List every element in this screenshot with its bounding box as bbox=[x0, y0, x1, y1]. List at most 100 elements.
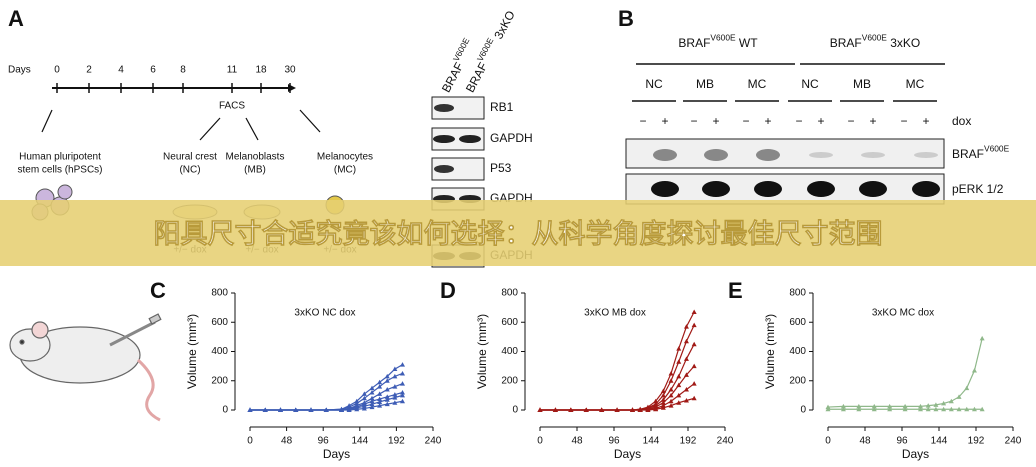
point-marker bbox=[683, 338, 689, 344]
band bbox=[807, 181, 835, 197]
row-label: RB1 bbox=[490, 100, 514, 114]
point-marker bbox=[630, 407, 635, 412]
y-tick-label: 800 bbox=[211, 288, 228, 299]
panel-label: B bbox=[618, 6, 634, 31]
point-marker bbox=[683, 324, 689, 329]
point-marker bbox=[948, 406, 954, 412]
band bbox=[702, 181, 730, 197]
point-marker bbox=[683, 356, 689, 361]
point-marker bbox=[369, 401, 375, 407]
x-tick-label: 240 bbox=[1005, 436, 1022, 447]
group-label-base: BRAF bbox=[678, 36, 710, 50]
point-marker bbox=[346, 407, 352, 412]
cell-label: Neural crest bbox=[163, 152, 217, 163]
point-marker bbox=[660, 397, 666, 402]
cell-label: stem cells (hPSCs) bbox=[17, 165, 102, 176]
x-axis-label: Days bbox=[902, 447, 929, 461]
point-marker bbox=[676, 359, 682, 364]
point-marker bbox=[400, 362, 405, 367]
point-marker bbox=[887, 403, 893, 409]
point-marker bbox=[361, 406, 367, 411]
point-marker bbox=[645, 407, 651, 412]
point-marker bbox=[691, 309, 697, 315]
row-label: pERK 1/2 bbox=[952, 182, 1004, 196]
band bbox=[704, 149, 728, 161]
row-label: BRAFV600E bbox=[952, 144, 1010, 162]
x-tick-label: 0 bbox=[247, 436, 253, 447]
group-label: BRAFV600E WT bbox=[678, 33, 758, 51]
chart-title: 3xKO MB dox bbox=[584, 308, 646, 319]
row-label: GAPDH bbox=[490, 131, 533, 145]
point-marker bbox=[354, 406, 360, 412]
band bbox=[653, 149, 677, 161]
point-marker bbox=[377, 399, 383, 404]
point-marker bbox=[925, 403, 931, 408]
y-tick-label: 200 bbox=[501, 375, 518, 386]
point-marker bbox=[933, 406, 939, 412]
point-marker bbox=[856, 406, 862, 412]
cell-label: (MC) bbox=[334, 165, 356, 176]
point-marker bbox=[653, 406, 659, 412]
y-tick-label: 600 bbox=[789, 317, 806, 328]
point-marker bbox=[583, 407, 589, 412]
x-tick-label: 48 bbox=[859, 436, 871, 447]
plus-sign: + bbox=[922, 114, 929, 128]
y-tick-label: 400 bbox=[211, 346, 228, 357]
point-marker bbox=[308, 407, 314, 412]
y-tick-label: 400 bbox=[789, 346, 806, 357]
x-tick-label: 96 bbox=[608, 436, 620, 447]
minus-sign: − bbox=[690, 114, 697, 128]
point-marker bbox=[933, 402, 939, 407]
banner-text: 阳具尺寸合适究竟该如何选择：从科学角度探讨最佳尺寸范围 bbox=[154, 218, 883, 249]
band bbox=[651, 181, 679, 197]
x-tick-label: 96 bbox=[318, 436, 330, 447]
x-tick-label: 0 bbox=[537, 436, 543, 447]
group-label-suffix: 3xKO bbox=[887, 36, 920, 50]
band bbox=[861, 152, 885, 158]
point-marker bbox=[384, 387, 390, 392]
point-marker bbox=[956, 406, 962, 412]
point-marker bbox=[825, 406, 831, 412]
point-marker bbox=[948, 398, 954, 404]
point-marker bbox=[339, 407, 344, 412]
point-marker bbox=[369, 404, 375, 410]
point-marker bbox=[384, 397, 390, 402]
y-tick-label: 200 bbox=[789, 375, 806, 386]
x-tick-label: 192 bbox=[680, 436, 697, 447]
group-label-base: BRAF bbox=[830, 36, 862, 50]
minus-sign: − bbox=[639, 114, 646, 128]
lane-label-suffix: 3xKO bbox=[490, 8, 518, 44]
point-marker bbox=[902, 403, 908, 409]
point-marker bbox=[871, 403, 877, 409]
point-marker bbox=[668, 398, 674, 404]
x-axis-label: Days bbox=[614, 447, 641, 461]
point-marker bbox=[537, 407, 543, 412]
day-label: 11 bbox=[227, 65, 238, 76]
point-marker bbox=[668, 378, 674, 383]
plus-sign: + bbox=[817, 114, 824, 128]
band bbox=[809, 152, 833, 158]
point-marker bbox=[956, 394, 962, 399]
point-marker bbox=[369, 389, 375, 395]
group-label-suffix: WT bbox=[736, 36, 759, 50]
mouse-illustration bbox=[9, 313, 162, 422]
y-axis-label: Volume (mm³) bbox=[763, 314, 777, 389]
point-marker bbox=[637, 407, 643, 412]
x-tick-label: 144 bbox=[643, 436, 660, 447]
y-tick-label: 600 bbox=[501, 317, 518, 328]
point-marker bbox=[377, 403, 383, 408]
point-marker bbox=[660, 405, 666, 410]
point-marker bbox=[400, 392, 405, 398]
point-marker bbox=[361, 395, 367, 401]
x-tick-label: 0 bbox=[825, 436, 831, 447]
y-tick-label: 0 bbox=[512, 405, 518, 416]
band bbox=[754, 181, 782, 197]
plus-sign: + bbox=[661, 114, 668, 128]
point-marker bbox=[369, 395, 375, 401]
y-tick-label: 800 bbox=[789, 288, 806, 299]
point-marker bbox=[369, 398, 375, 404]
point-marker bbox=[247, 407, 253, 412]
dox-label: dox bbox=[952, 114, 971, 128]
point-marker bbox=[599, 407, 605, 412]
